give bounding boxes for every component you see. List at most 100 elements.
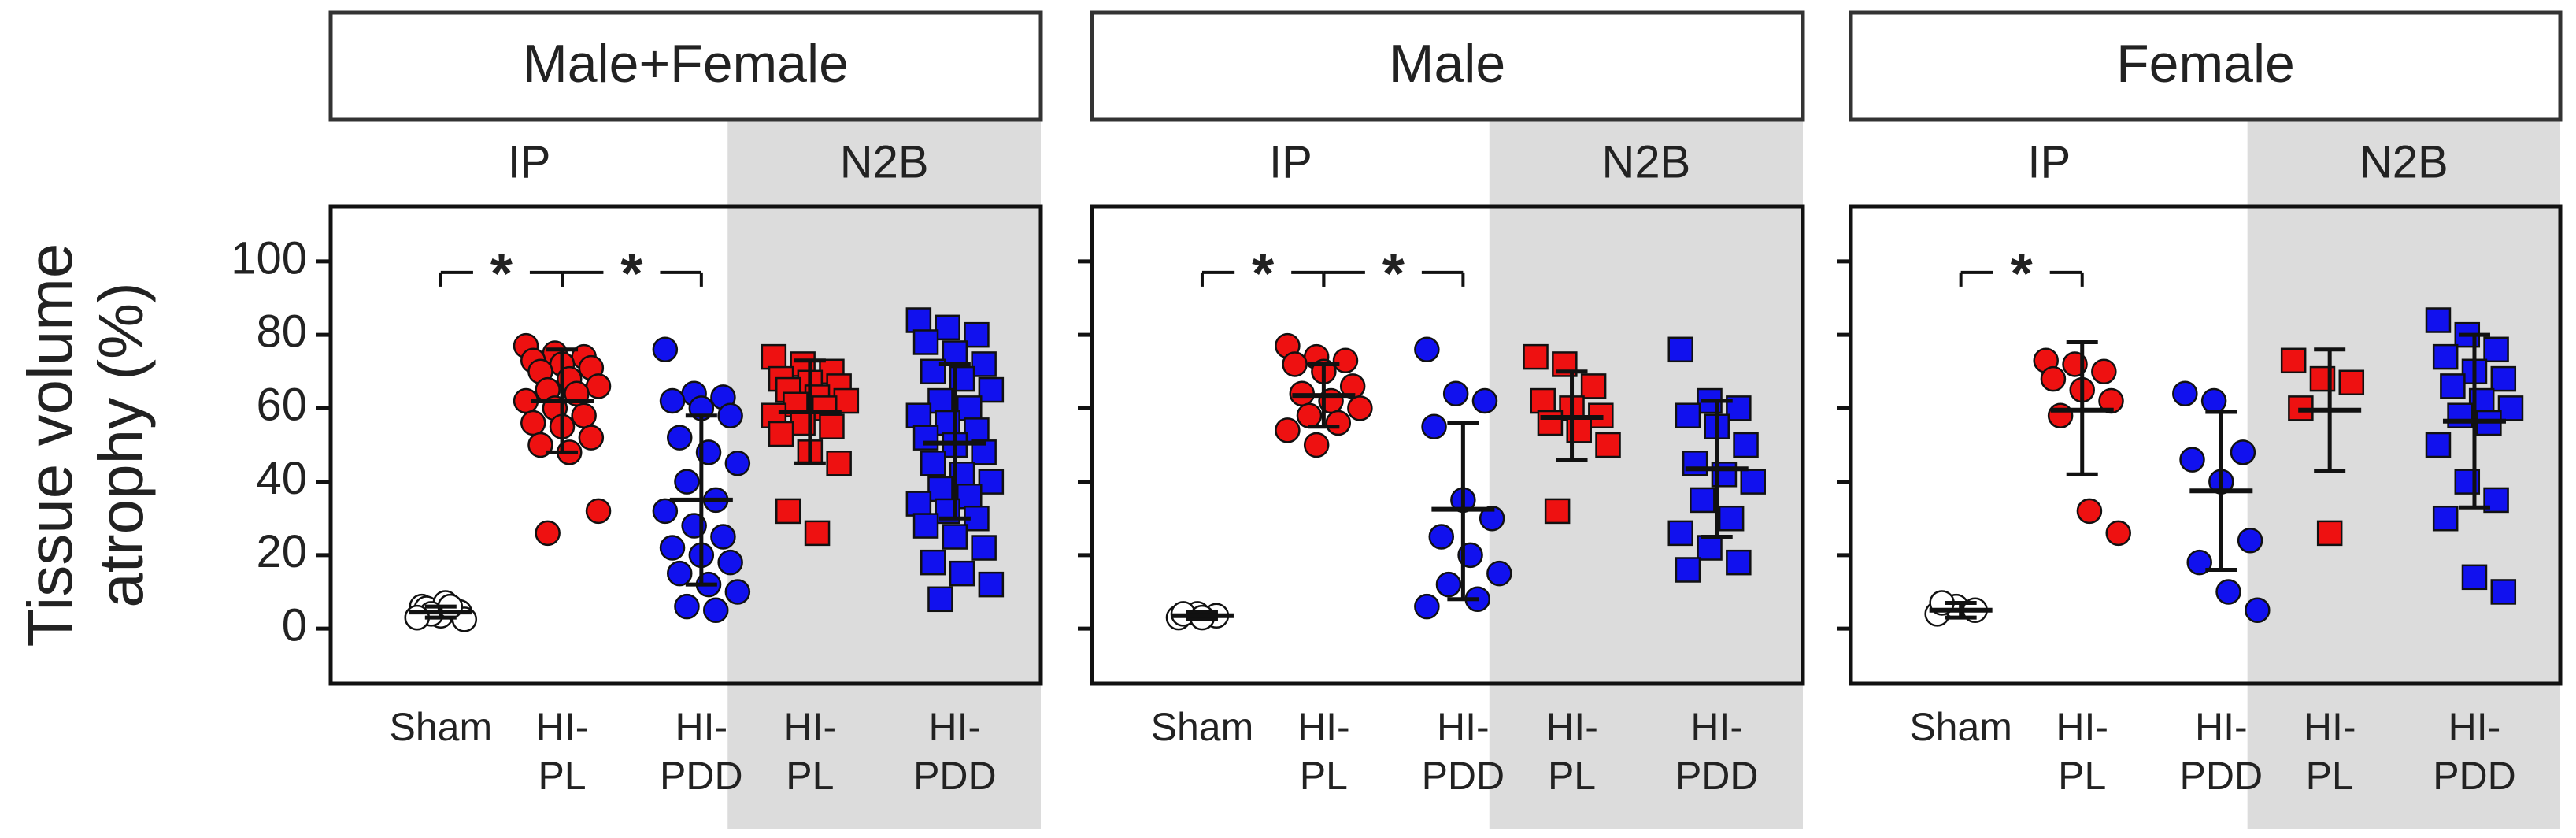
data-point: [1332, 347, 1359, 374]
group-label-n2b: N2B: [1601, 136, 1690, 187]
data-point: [1471, 387, 1498, 414]
data-point: [724, 451, 751, 476]
panel-title-box: [1090, 10, 1805, 122]
category-label: HI-: [1545, 705, 1598, 749]
series-hi-pdd-n2b: [2425, 307, 2524, 605]
series-hi-pl-n2b: [761, 343, 860, 547]
category-label: HI-: [536, 705, 589, 749]
series-sham-ip: [1924, 590, 1993, 627]
category-label: HI-: [2304, 705, 2356, 749]
significance-star: *: [2011, 243, 2033, 306]
panel-title: Male: [1390, 34, 1505, 94]
data-point: [717, 402, 743, 428]
data-point: [2076, 498, 2103, 525]
data-point: [2425, 307, 2452, 333]
data-point: [927, 586, 953, 613]
data-point: [949, 560, 975, 587]
data-point: [659, 535, 686, 561]
data-point: [905, 402, 932, 428]
category-label: HI-: [2195, 705, 2248, 749]
data-point: [674, 469, 700, 495]
category-label: PDD: [2433, 754, 2516, 798]
significance-star: *: [490, 243, 513, 306]
data-point: [1580, 373, 1607, 399]
series-hi-pl-n2b: [2280, 347, 2365, 547]
data-point: [1667, 520, 1693, 547]
data-point: [1675, 402, 1701, 428]
data-point: [1690, 487, 1715, 514]
panel-title: Male+Female: [523, 34, 849, 94]
series-hi-pl-ip: [1275, 332, 1373, 458]
data-point: [1414, 593, 1440, 620]
data-point: [666, 560, 693, 587]
data-point: [957, 484, 983, 510]
series-hi-pdd-n2b: [905, 307, 1005, 613]
y-tick-label: 60: [256, 380, 307, 431]
data-point: [520, 410, 546, 436]
data-point: [1544, 498, 1571, 525]
data-point: [1537, 410, 1564, 436]
data-point: [1733, 432, 1759, 458]
group-label-ip: IP: [508, 136, 551, 187]
data-point: [920, 549, 946, 576]
panels: Male+Female IP N2B 0 20 40 60 80 100 Sham HI- PL HI-…: [231, 10, 2563, 829]
data-point: [804, 520, 831, 547]
data-point: [2280, 347, 2307, 374]
data-point: [942, 524, 968, 550]
data-point: [2186, 549, 2212, 576]
data-point: [2179, 447, 2205, 473]
data-point: [912, 425, 939, 451]
data-point: [2483, 336, 2509, 363]
data-point: [2230, 439, 2256, 465]
data-point: [1697, 535, 1723, 561]
category-label: PDD: [660, 754, 743, 798]
y-axis-title-line-2: atrophy (%): [86, 282, 156, 607]
data-point: [1347, 395, 1373, 421]
category-label: PL: [1300, 754, 1348, 798]
series-hi-pdd-ip: [1414, 336, 1512, 620]
data-point: [1296, 402, 1323, 428]
plot-frame: [1849, 204, 2563, 686]
panel-3: Female IP N2B Sham HI- PL HI- PDD HI- PL HI- PDD *: [1837, 10, 2563, 829]
data-point: [927, 387, 953, 414]
data-point: [652, 336, 679, 363]
data-point: [1442, 380, 1469, 406]
data-point: [1421, 413, 1447, 439]
data-point: [2245, 597, 2271, 624]
data-point: [659, 387, 686, 414]
data-point: [1282, 351, 1308, 377]
series-sham-ip: [404, 590, 478, 632]
category-label: PL: [786, 754, 834, 798]
y-tick-label: 0: [282, 599, 307, 651]
y-tick-label: 40: [256, 453, 307, 504]
data-point: [935, 314, 960, 341]
data-point: [905, 491, 932, 517]
data-point: [1486, 560, 1512, 587]
category-label: HI-: [1437, 705, 1490, 749]
data-point: [717, 549, 743, 576]
data-point: [2215, 579, 2241, 605]
significance-star: *: [620, 243, 642, 306]
group-label-n2b: N2B: [2359, 136, 2448, 187]
category-label: PDD: [1422, 754, 1505, 798]
data-point: [527, 432, 553, 458]
data-point: [1275, 417, 1301, 443]
y-tick-label: 80: [256, 306, 307, 357]
data-point: [1595, 432, 1621, 458]
data-point: [2091, 358, 2117, 385]
category-label: HI-: [929, 705, 982, 749]
data-point: [905, 307, 932, 333]
data-point: [775, 498, 801, 525]
panel-2: Male IP N2B Sham HI- PL HI- PDD HI- PL HI- PDD * *: [1078, 10, 1805, 829]
y-tick-label: 100: [231, 232, 307, 284]
data-point: [912, 329, 939, 355]
data-point: [674, 593, 700, 620]
data-point: [702, 597, 729, 624]
data-point: [2047, 402, 2074, 428]
category-label: PDD: [2180, 754, 2263, 798]
panel-title: Female: [2116, 34, 2295, 94]
data-point: [1667, 336, 1693, 363]
data-point: [652, 498, 679, 525]
data-point: [2490, 579, 2517, 605]
category-label: PL: [1548, 754, 1596, 798]
